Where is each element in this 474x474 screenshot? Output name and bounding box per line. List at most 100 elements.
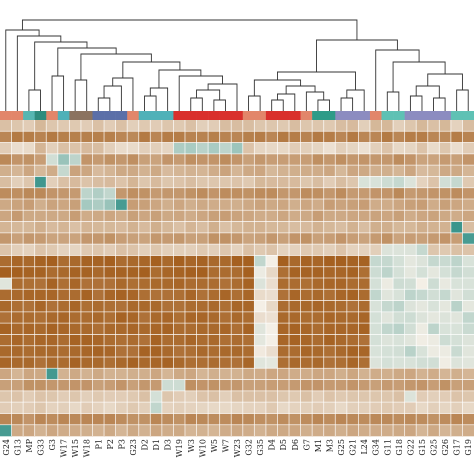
heatmap-cell <box>57 323 70 335</box>
heatmap-cell <box>80 221 93 234</box>
heatmap-cell <box>277 120 290 132</box>
heatmap-cell <box>254 278 267 290</box>
heatmap-cell <box>289 232 301 245</box>
group-color-cell <box>393 111 405 120</box>
heatmap-cell <box>11 278 24 290</box>
heatmap-cell <box>69 413 82 426</box>
heatmap-cell <box>34 323 47 335</box>
heatmap-cell <box>150 165 163 177</box>
heatmap-cell <box>312 402 325 414</box>
heatmap-cell <box>138 120 151 132</box>
heatmap-cell <box>231 289 244 301</box>
heatmap-cell <box>381 300 394 313</box>
heatmap-cell <box>404 300 417 313</box>
heatmap-cell <box>23 153 35 166</box>
heatmap-cell <box>161 390 174 403</box>
heatmap-cell <box>427 402 440 414</box>
heatmap-cell <box>254 390 267 403</box>
heatmap-cell <box>300 153 313 166</box>
heatmap-cell <box>358 379 371 392</box>
heatmap-cell <box>23 379 35 392</box>
heatmap-cell <box>312 210 325 222</box>
heatmap-cell <box>92 334 105 347</box>
heatmap-cell <box>161 357 174 369</box>
heatmap-cell <box>0 278 12 290</box>
heatmap-cell <box>393 165 405 177</box>
heatmap-cell <box>57 345 70 358</box>
heatmap-cell <box>416 199 429 211</box>
heatmap-cell <box>381 165 394 177</box>
heatmap-cell <box>80 379 93 392</box>
heatmap-cell <box>346 199 359 211</box>
heatmap-cell <box>57 300 70 313</box>
heatmap-cell <box>150 187 163 200</box>
heatmap-cell <box>393 120 405 132</box>
heatmap-cell <box>11 199 24 211</box>
heatmap-cell <box>381 402 394 414</box>
heatmap-cell <box>358 244 371 256</box>
heatmap-cell <box>219 368 232 380</box>
heatmap-cell <box>254 413 267 426</box>
heatmap-cell <box>335 323 348 335</box>
heatmap-cell <box>265 390 278 403</box>
heatmap-cell <box>196 379 209 392</box>
heatmap-cell <box>335 210 348 222</box>
heatmap-cell <box>335 232 348 245</box>
heatmap-cell <box>381 199 394 211</box>
heatmap-cell <box>150 120 163 132</box>
heatmap-cell <box>127 368 140 380</box>
heatmap-cell <box>381 323 394 335</box>
heatmap-cell <box>312 311 325 324</box>
heatmap-cell <box>254 255 267 268</box>
heatmap-cell <box>416 413 429 426</box>
heatmap-cell <box>57 357 70 369</box>
heatmap-cell <box>416 300 429 313</box>
heatmap-cell <box>150 278 163 290</box>
heatmap-cell <box>0 368 12 380</box>
heatmap-cell <box>346 187 359 200</box>
heatmap-cell <box>439 345 452 358</box>
heatmap-cell <box>115 402 128 414</box>
heatmap-cell <box>289 131 301 143</box>
heatmap-cell <box>46 278 59 290</box>
heatmap-cell <box>427 334 440 347</box>
heatmap-cell <box>115 244 128 256</box>
heatmap-cell <box>381 278 394 290</box>
heatmap-cell <box>312 255 325 268</box>
heatmap-cell <box>0 266 12 279</box>
heatmap-cell <box>23 278 35 290</box>
heatmap-cell <box>57 199 70 211</box>
heatmap-cell <box>335 176 348 189</box>
heatmap-cell <box>231 232 244 245</box>
heatmap-cell <box>57 424 70 437</box>
heatmap-cell <box>0 323 12 335</box>
heatmap-cell <box>0 232 12 245</box>
heatmap-cell <box>184 402 197 414</box>
heatmap-cell <box>416 165 429 177</box>
group-color-cell <box>427 111 440 120</box>
heatmap-cell <box>289 187 301 200</box>
heatmap-cell <box>0 153 12 166</box>
heatmap-cell <box>196 244 209 256</box>
heatmap-cell <box>0 120 12 132</box>
heatmap-cell <box>57 244 70 256</box>
heatmap-cell <box>115 379 128 392</box>
heatmap-cell <box>219 300 232 313</box>
heatmap-cell <box>115 131 128 143</box>
heatmap-cell <box>57 379 70 392</box>
heatmap-cell <box>369 221 382 234</box>
heatmap-cell <box>231 120 244 132</box>
heatmap-cell <box>450 424 463 437</box>
heatmap-cell <box>312 244 325 256</box>
heatmap-cell <box>231 210 244 222</box>
heatmap-cell <box>439 210 452 222</box>
heatmap-cell <box>80 165 93 177</box>
heatmap-cell <box>450 379 463 392</box>
heatmap-cell <box>381 334 394 347</box>
heatmap-cell <box>80 311 93 324</box>
heatmap-cell <box>115 357 128 369</box>
heatmap-cell <box>242 334 255 347</box>
heatmap-cell <box>404 390 417 403</box>
heatmap-cell <box>196 120 209 132</box>
heatmap-cell <box>242 413 255 426</box>
